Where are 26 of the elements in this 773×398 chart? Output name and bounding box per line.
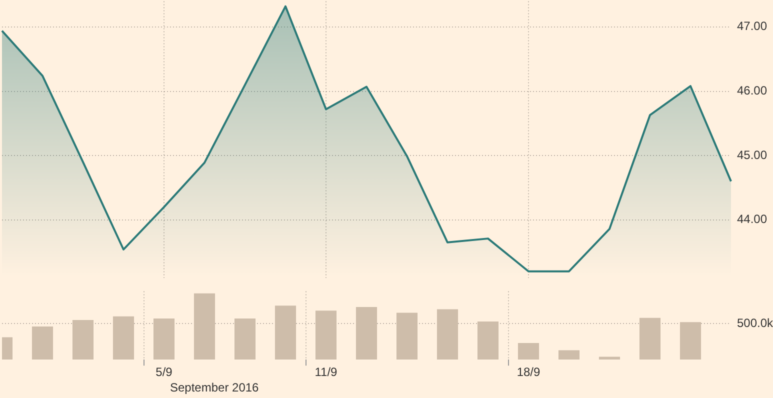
bar (598, 356, 620, 360)
bar (32, 326, 54, 360)
x-tick-label: 5/9 (156, 365, 173, 380)
bar (436, 309, 458, 360)
bar (194, 293, 216, 360)
y-tick-label: 45.00 (737, 148, 768, 162)
bar (639, 318, 661, 360)
y-tick-label: 500.0k (737, 316, 773, 330)
bar (72, 320, 94, 360)
y-tick-label: 47.00 (737, 19, 768, 34)
bar (518, 343, 540, 360)
bar (356, 307, 378, 360)
bar (477, 321, 499, 360)
y-tick-label: 44.00 (737, 212, 768, 226)
bar (315, 310, 337, 360)
y-tick-label: 46.00 (737, 84, 768, 98)
bar (680, 322, 702, 360)
bar (112, 316, 134, 360)
x-axis-title: September 2016 (170, 380, 260, 394)
bar (396, 312, 418, 360)
x-tick-label: 11/9 (314, 365, 338, 380)
bar (558, 350, 580, 360)
bar (153, 318, 175, 360)
bar (274, 306, 296, 360)
x-tick-label: 18/9 (516, 365, 540, 380)
bar (234, 318, 256, 360)
